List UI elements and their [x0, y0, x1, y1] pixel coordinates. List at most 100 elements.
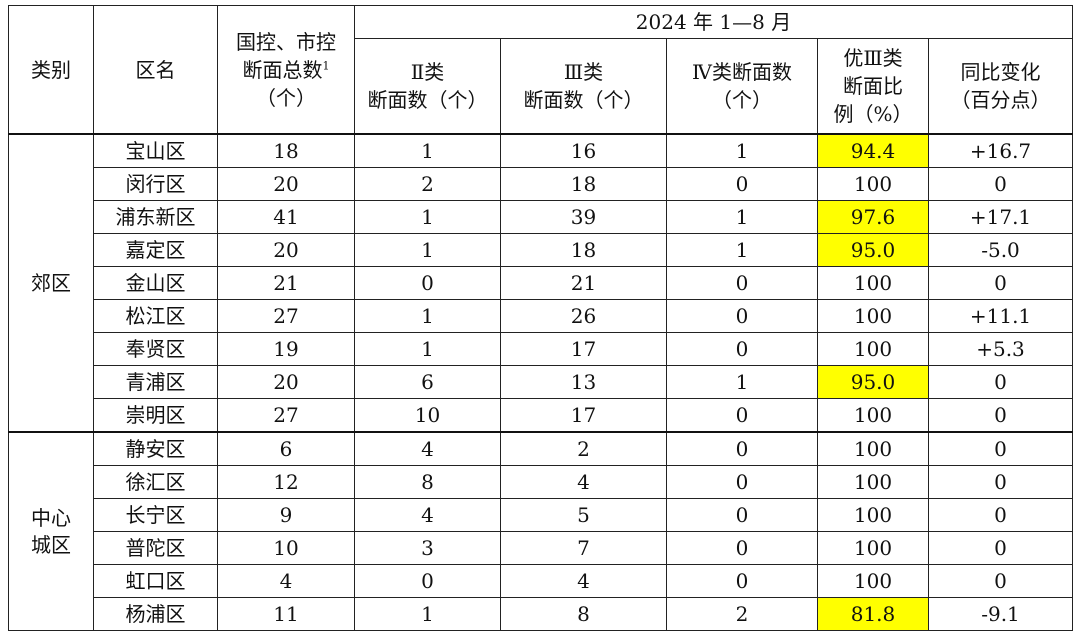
ratio-cell-text: 95.0 [850, 237, 896, 262]
water-quality-table-sheet: 类别 区名 国控、市控 断面总数1 （个） 2024 年 1—8 月 Ⅱ类 断面… [8, 5, 1074, 632]
change-cell: 0 [927, 531, 1074, 565]
ratio-cell-text: 97.6 [850, 204, 896, 229]
district-cell-text: 徐汇区 [125, 469, 186, 494]
ratio-cell: 100 [817, 398, 929, 433]
table-row: 浦东新区 41 1 39 1 97.6 +17.1 [9, 200, 1074, 234]
class3-count-cell: 13 [500, 365, 667, 399]
ratio-cell-text: 100 [853, 535, 893, 560]
change-cell: 0 [927, 365, 1074, 399]
class4-count-cell-text: 2 [735, 601, 749, 626]
class2-count-cell-text: 10 [414, 402, 441, 427]
change-cell: -5.0 [927, 233, 1074, 267]
district-cell: 青浦区 [93, 365, 218, 399]
header-ratio-line-1: 优Ⅲ类 [843, 46, 903, 70]
header-ratio-line-2: 断面比 [843, 74, 903, 98]
header-total-line-1: 国控、市控 [236, 29, 336, 54]
class4-count-cell: 1 [666, 133, 818, 168]
class2-count-cell: 1 [354, 133, 501, 168]
district-cell: 徐汇区 [93, 465, 218, 499]
header-class3-line-2: 断面数（个） [523, 88, 644, 112]
header-district: 区名 [93, 5, 218, 135]
water-quality-table: 类别 区名 国控、市控 断面总数1 （个） 2024 年 1—8 月 Ⅱ类 断面… [8, 5, 1074, 631]
class2-count-cell: 0 [354, 266, 501, 300]
district-cell: 金山区 [93, 266, 218, 300]
class3-count-cell: 21 [500, 266, 667, 300]
district-cell: 普陀区 [93, 531, 218, 565]
header-class2-line-1: Ⅱ类 [410, 60, 445, 84]
class2-count-cell-text: 1 [421, 138, 434, 163]
district-cell: 长宁区 [93, 498, 218, 532]
ratio-cell-text: 100 [853, 270, 893, 295]
table-row: 中心 城区 静安区 6 4 2 0 100 0 [8, 431, 1074, 631]
class4-count-cell-text: 1 [735, 369, 749, 394]
header-ratio-line-3: 例（%） [833, 102, 913, 126]
district-cell-text: 金山区 [125, 270, 186, 295]
class4-count-cell-text: 0 [735, 303, 749, 328]
class3-count-cell: 7 [500, 531, 667, 565]
class2-count-cell: 4 [354, 498, 501, 532]
change-cell: 0 [927, 498, 1074, 532]
table-row: 嘉定区 20 1 18 1 95.0 -5.0 [9, 233, 1074, 267]
ratio-cell-text: 95.0 [850, 369, 896, 394]
header-total-line-2-text: 断面总数 [242, 57, 323, 82]
ratio-cell-text: 100 [853, 469, 893, 494]
district-cell: 宝山区 [93, 133, 218, 168]
class4-count-cell: 0 [666, 398, 818, 433]
class3-count-cell-text: 4 [577, 469, 590, 494]
district-cell-text: 静安区 [125, 436, 186, 461]
class3-count-cell: 18 [500, 233, 667, 267]
class4-count-cell: 1 [666, 200, 818, 234]
class4-count-cell: 0 [666, 299, 818, 333]
table-row: 杨浦区 11 1 8 2 81.8 -9.1 [9, 597, 1074, 631]
change-cell: -9.1 [927, 597, 1074, 631]
class2-count-cell-text: 1 [421, 204, 434, 229]
change-cell: +11.1 [927, 299, 1074, 333]
district-cell-text: 长宁区 [125, 502, 186, 527]
class2-count-cell: 3 [354, 531, 501, 565]
total-sections-cell: 27 [217, 398, 355, 433]
change-cell-text: 0 [994, 436, 1007, 461]
footnote-marker: 1 [322, 58, 330, 72]
total-sections-cell: 18 [217, 133, 355, 168]
ratio-cell: 100 [817, 332, 929, 366]
ratio-cell-text: 100 [853, 336, 893, 361]
table-row: 闵行区 20 2 18 0 100 0 [9, 167, 1074, 201]
change-cell-text: 0 [994, 402, 1007, 427]
ratio-cell: 100 [817, 498, 929, 532]
class3-count-cell: 18 [500, 167, 667, 201]
change-cell-text: -9.1 [981, 601, 1020, 626]
group-label-line: 中心 [31, 505, 71, 530]
class4-count-cell: 0 [666, 498, 818, 532]
district-cell-text: 奉贤区 [125, 336, 186, 361]
class3-count-cell-text: 4 [577, 568, 590, 593]
class2-count-cell: 0 [354, 564, 501, 598]
change-cell-text: 0 [994, 502, 1007, 527]
class3-count-cell-text: 2 [577, 436, 590, 461]
class2-count-cell: 8 [354, 465, 501, 499]
class3-count-cell: 8 [500, 597, 667, 631]
change-cell: +5.3 [927, 332, 1074, 366]
district-cell-text: 宝山区 [125, 138, 186, 163]
class2-count-cell: 6 [354, 365, 501, 399]
class2-count-cell-text: 0 [421, 270, 434, 295]
class3-count-cell: 26 [500, 299, 667, 333]
district-cell-text: 普陀区 [125, 535, 186, 560]
ratio-cell-text: 100 [853, 303, 893, 328]
header-change-line-1: 同比变化 [960, 60, 1041, 84]
ratio-cell-text: 100 [853, 502, 893, 527]
change-cell-text: 0 [994, 469, 1007, 494]
class3-count-cell: 17 [500, 332, 667, 366]
class3-count-cell: 4 [500, 465, 667, 499]
class4-count-cell-text: 1 [735, 204, 749, 229]
district-cell-text: 虹口区 [125, 568, 186, 593]
class4-count-cell: 0 [666, 167, 818, 201]
class4-count-cell-text: 0 [735, 270, 749, 295]
district-cell: 闵行区 [93, 167, 218, 201]
ratio-cell: 100 [817, 431, 929, 466]
header-change-line-2: （百分点） [950, 88, 1051, 112]
total-sections-cell-text: 6 [279, 436, 293, 461]
table-row: 金山区 21 0 21 0 100 0 [9, 266, 1074, 300]
total-sections-cell-text: 20 [273, 237, 299, 262]
total-sections-cell-text: 20 [273, 369, 299, 394]
group-label-cell: 郊区 [8, 133, 94, 433]
